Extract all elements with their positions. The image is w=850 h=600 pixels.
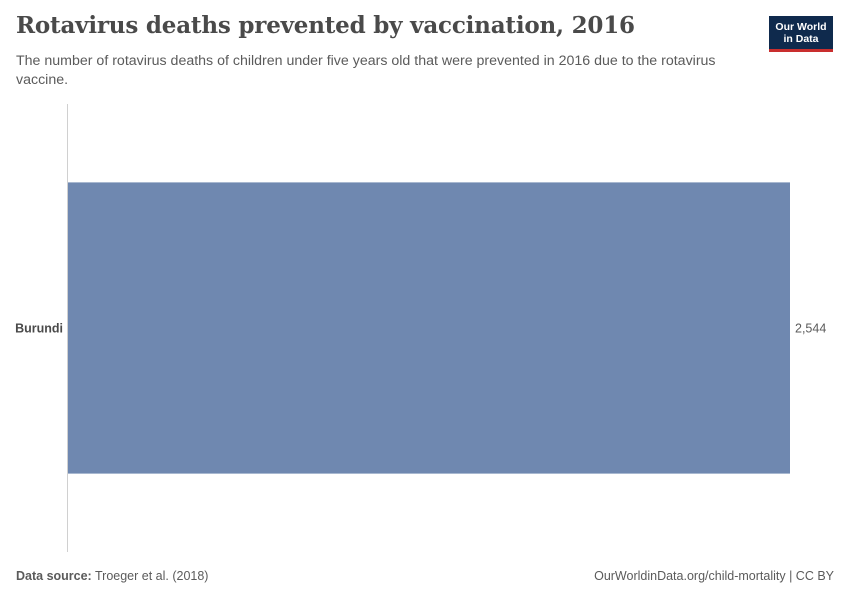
source-link[interactable]: OurWorldinData.org/child-mortality	[594, 569, 786, 583]
our-world-in-data-logo[interactable]: Our World in Data	[769, 16, 833, 52]
chart-subtitle: The number of rotavirus deaths of childr…	[16, 53, 716, 88]
license-link[interactable]: CC BY	[795, 569, 834, 583]
footer-separator: |	[785, 569, 796, 583]
data-source-label: Data source:	[16, 569, 92, 583]
value-label: 2,544	[795, 322, 826, 336]
category-label: Burundi	[15, 322, 63, 336]
data-source-text: Troeger et al. (2018)	[94, 569, 209, 583]
logo-line-2: in Data	[783, 33, 819, 45]
data-source-note: Data source: Troeger et al. (2018)	[16, 569, 208, 583]
bar-burundi[interactable]	[68, 182, 790, 474]
chart-title: Rotavirus deaths prevented by vaccinatio…	[16, 12, 635, 39]
bars-group: Burundi 2,544	[15, 182, 826, 474]
footer-credits: OurWorldinData.org/child-mortality | CC …	[594, 569, 834, 583]
logo-line-1: Our World	[775, 21, 827, 33]
